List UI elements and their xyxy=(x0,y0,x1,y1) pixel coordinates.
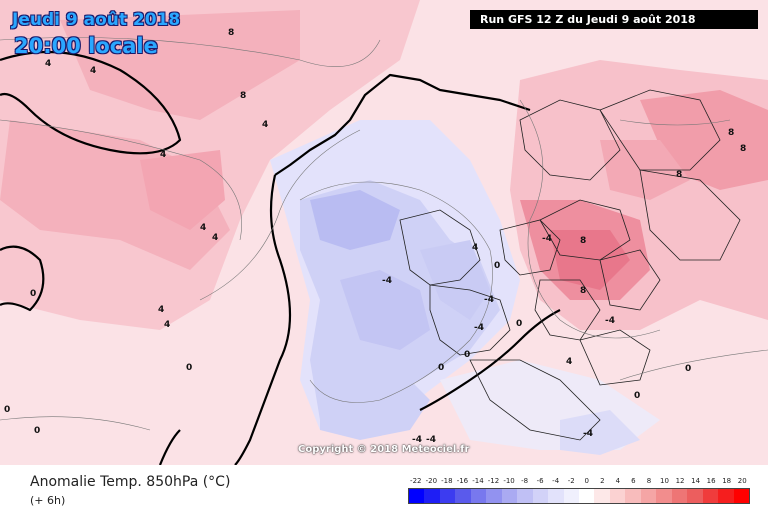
contour-label: 4 xyxy=(45,59,51,69)
legend-swatch xyxy=(548,489,564,503)
contour-label: 0 xyxy=(438,363,444,373)
contour-label: -4 xyxy=(583,429,593,439)
contour-label: 0 xyxy=(516,319,522,329)
contour-label: 8 xyxy=(228,28,234,38)
contour-label: 4 xyxy=(262,120,268,130)
legend-label: -10 xyxy=(503,477,515,485)
legend-swatch xyxy=(671,489,688,503)
map-footer: Anomalie Temp. 850hPa (°C) (+ 6h) -22 -20… xyxy=(0,465,768,512)
legend-label: 4 xyxy=(615,477,621,485)
contour-label: 4 xyxy=(158,305,164,315)
legend-label: -20 xyxy=(425,477,438,485)
contour-label: 4 xyxy=(472,243,478,253)
legend-label: 10 xyxy=(660,477,669,485)
contour-label: 8 xyxy=(728,128,734,138)
contour-label: 8 xyxy=(676,170,682,180)
legend-swatch xyxy=(439,489,456,503)
legend-swatch xyxy=(470,489,487,503)
contour-label: -4 xyxy=(412,435,422,445)
contour-label: 4 xyxy=(566,357,572,367)
legend-label: -14 xyxy=(472,477,484,485)
country-borders xyxy=(399,89,741,441)
contour-label: 4 xyxy=(212,233,218,243)
anomaly-map: 8 8 4 4 4 4 4 4 4 -4 -4 -4 -4 -4 -4 0 0 … xyxy=(0,0,768,465)
legend-swatch xyxy=(625,489,641,503)
contour-label: -4 xyxy=(605,316,615,326)
legend-swatch xyxy=(733,489,749,503)
contour-label: 0 xyxy=(186,363,192,373)
legend-swatch xyxy=(517,489,533,503)
legend-swatch xyxy=(640,489,657,503)
legend-label: 18 xyxy=(722,477,732,485)
legend-label: 16 xyxy=(706,477,716,485)
legend-label: 12 xyxy=(675,477,685,485)
run-info-banner: Run GFS 12 Z du Jeudi 9 août 2018 xyxy=(470,10,758,29)
legend-label: 20 xyxy=(737,477,747,485)
contour-label: 4 xyxy=(160,150,166,160)
legend-swatch xyxy=(656,489,672,503)
map-canvas: 8 8 4 4 4 4 4 4 4 -4 -4 -4 -4 -4 -4 0 0 … xyxy=(0,0,768,465)
copyright-notice: Copyright © 2018 Meteociel.fr xyxy=(298,444,470,455)
contour-label: 0 xyxy=(685,364,691,374)
contour-label: -4 xyxy=(542,234,552,244)
legend-swatch xyxy=(532,489,549,503)
contour-label: 0 xyxy=(494,261,500,271)
legend-label: -18 xyxy=(441,477,453,485)
legend-swatch xyxy=(578,489,595,503)
contour-labels: 8 8 4 4 4 4 4 4 4 -4 -4 -4 -4 -4 -4 0 0 … xyxy=(4,28,746,445)
contour-label: 0 xyxy=(464,350,470,360)
contour-label: -4 xyxy=(484,295,494,305)
legend-label: 2 xyxy=(600,477,605,485)
legend-label: -2 xyxy=(567,477,575,485)
contour-label: 0 xyxy=(34,426,40,436)
contour-label: -4 xyxy=(426,435,436,445)
contour-label: 4 xyxy=(164,320,170,330)
contour-label: 4 xyxy=(200,223,206,233)
contour-label: 8 xyxy=(240,91,246,101)
legend-swatch xyxy=(501,489,518,503)
legend-label: -8 xyxy=(521,477,529,485)
legend-swatch xyxy=(594,489,610,503)
contour-label: 8 xyxy=(580,286,586,296)
forecast-time: 20:00 locale xyxy=(14,34,158,58)
legend-label: 6 xyxy=(631,477,636,485)
legend-label: -6 xyxy=(536,477,544,485)
contour-label: 0 xyxy=(30,289,36,299)
forecast-step: (+ 6h) xyxy=(30,494,66,507)
legend-label: 8 xyxy=(646,477,652,485)
coastlines xyxy=(0,50,561,465)
legend-labels: -22 -20 -18 -16 -14 -12 -10 -8 -6 -4 -2 0 2 4 6 8 10 12 14… xyxy=(408,477,750,487)
legend-swatch xyxy=(486,489,502,503)
contour-label: 8 xyxy=(740,144,746,154)
legend-swatch xyxy=(718,489,734,503)
contour-label: 8 xyxy=(580,236,586,246)
contour-label: -4 xyxy=(382,276,392,286)
legend-swatch xyxy=(409,489,425,503)
legend-swatch xyxy=(702,489,719,503)
contour-label: -4 xyxy=(474,323,484,333)
isotherms xyxy=(0,37,768,431)
legend-label: -4 xyxy=(552,477,560,485)
legend-label: -12 xyxy=(487,477,500,485)
legend-swatch xyxy=(563,489,579,503)
contour-label: 0 xyxy=(634,391,640,401)
legend-swatch xyxy=(687,489,703,503)
legend-swatch xyxy=(424,489,440,503)
legend-label: -16 xyxy=(456,477,469,485)
legend-swatch xyxy=(609,489,626,503)
forecast-date: Jeudi 9 août 2018 xyxy=(12,10,181,30)
contour-label: 0 xyxy=(4,405,10,415)
color-legend: -22 -20 -18 -16 -14 -12 -10 -8 -6 -4 -2 0 2 4 6 8 10 12 14… xyxy=(408,477,750,507)
legend-bar xyxy=(408,488,750,504)
contour-label: 4 xyxy=(90,66,96,76)
legend-swatch xyxy=(455,489,471,503)
legend-label: -22 xyxy=(410,477,422,485)
legend-label: 0 xyxy=(584,477,589,485)
legend-label: 14 xyxy=(691,477,701,485)
map-title: Anomalie Temp. 850hPa (°C) xyxy=(30,474,231,490)
